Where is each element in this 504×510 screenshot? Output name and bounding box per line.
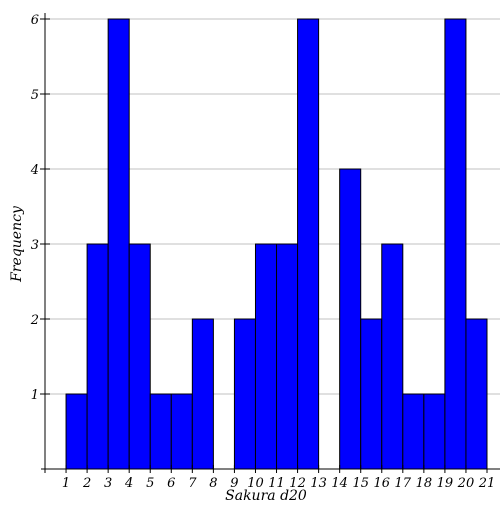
y-tick-label: 4 xyxy=(30,163,39,178)
bar xyxy=(86,243,109,470)
x-tick-label: 19 xyxy=(437,476,454,491)
x-tick-label: 14 xyxy=(331,476,348,491)
x-tick-label: 16 xyxy=(373,476,390,491)
x-tick-label: 9 xyxy=(230,476,238,491)
y-tick-label: 2 xyxy=(30,313,39,328)
x-tick-label: 2 xyxy=(82,476,91,491)
bar xyxy=(107,18,130,470)
y-axis-title: Frequency xyxy=(9,205,25,283)
bar xyxy=(65,393,88,470)
x-tick-label: 21 xyxy=(478,476,496,491)
x-tick-label: 4 xyxy=(124,476,133,491)
y-tick-label: 3 xyxy=(31,238,39,253)
bar xyxy=(233,318,256,470)
x-axis-title: Sakura d20 xyxy=(225,488,307,504)
bar xyxy=(149,393,172,470)
x-tick-label: 18 xyxy=(416,476,433,491)
x-tick-label: 3 xyxy=(104,476,112,491)
x-tick-label: 12 xyxy=(289,476,306,491)
bar xyxy=(402,393,425,470)
bar xyxy=(170,393,193,470)
x-tick-label: 5 xyxy=(146,476,154,491)
x-tick-label: 10 xyxy=(247,476,264,491)
bar xyxy=(381,243,404,470)
x-tick-label: 13 xyxy=(310,476,327,491)
y-tick-label: 1 xyxy=(31,388,39,403)
y-tick-label: 5 xyxy=(31,88,39,103)
axes xyxy=(40,13,500,473)
x-tick-label: 6 xyxy=(167,476,175,491)
bar xyxy=(128,243,151,470)
y-tick-label: 6 xyxy=(31,13,39,28)
bar xyxy=(191,318,214,470)
x-tick-label: 20 xyxy=(457,476,475,491)
bar xyxy=(254,243,278,470)
x-tick-label: 15 xyxy=(352,476,369,491)
bar xyxy=(297,18,320,470)
bar xyxy=(276,243,299,470)
bar xyxy=(423,393,446,470)
x-tick-label: 17 xyxy=(395,476,412,491)
bar xyxy=(360,318,383,470)
bar xyxy=(444,18,467,470)
x-tick-label: 11 xyxy=(268,476,285,491)
x-tick-label: 8 xyxy=(209,476,217,491)
x-tick-label: 7 xyxy=(188,476,197,491)
x-tick-label: 1 xyxy=(62,476,70,491)
bar xyxy=(465,318,488,470)
bar xyxy=(339,168,362,470)
